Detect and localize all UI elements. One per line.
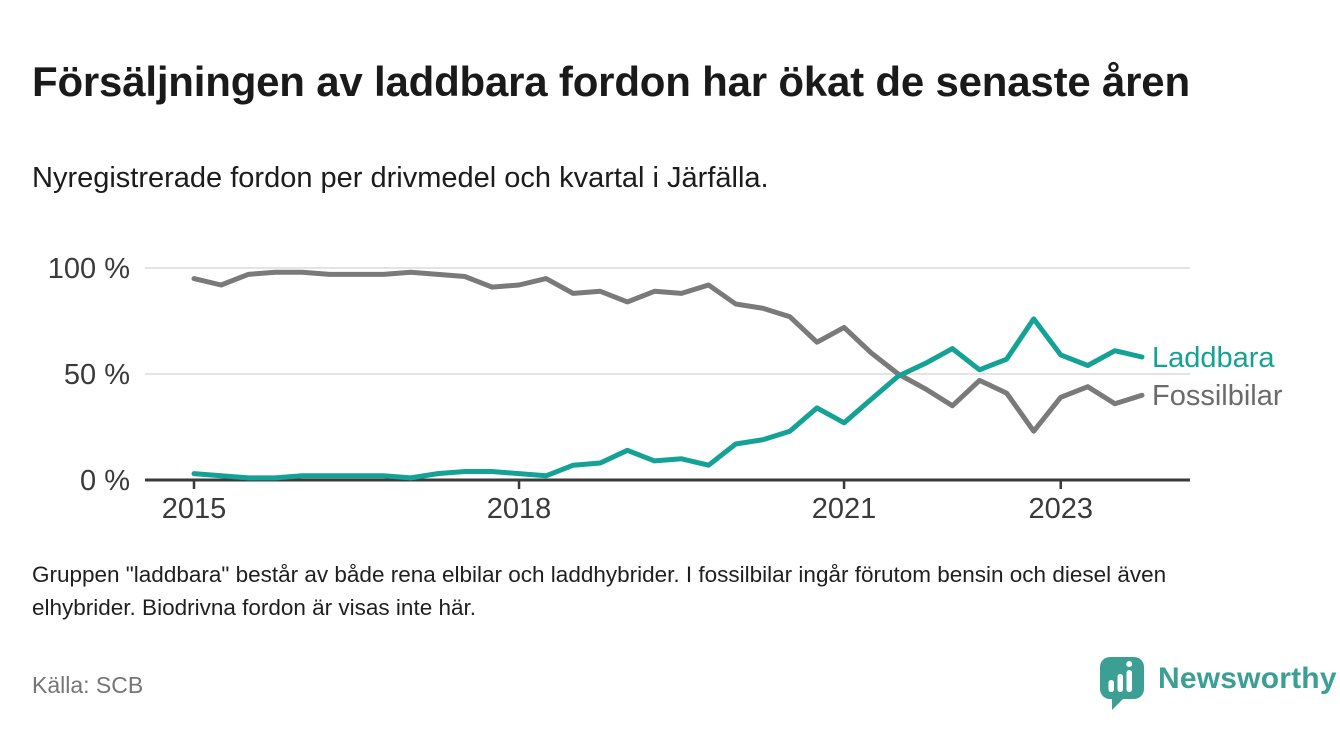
y-tick-label-100: 100 %	[48, 253, 130, 285]
footnote-line-1: Gruppen "laddbara" består av både rena e…	[32, 562, 1167, 587]
newsworthy-chart-bubble-icon	[1100, 657, 1144, 710]
chart-subtitle: Nyregistrerade fordon per drivmedel och …	[32, 162, 769, 194]
series-line-fossilbilar	[191, 269, 1145, 434]
x-tick-label-2021: 2021	[812, 493, 877, 525]
y-tick-label-0: 0 %	[80, 465, 130, 497]
source-label: Källa: SCB	[32, 672, 144, 698]
series-end-label-laddbara: Laddbara	[1152, 342, 1275, 374]
x-tick-label-2015: 2015	[162, 493, 227, 525]
footnote-line-2: elhybrider. Biodrivna fordon är visas in…	[32, 594, 476, 620]
footnote: Gruppen "laddbara" består av både rena e…	[32, 559, 1302, 624]
y-tick-label-50: 50 %	[64, 359, 130, 391]
bar-medium	[1117, 674, 1123, 692]
line-chart: 100 % 50 % 0 % 2015 2018 2021 2023 Laddbara Foss…	[48, 253, 1283, 525]
bar-tall-exclamation	[1126, 670, 1132, 692]
newsworthy-logo-text: Newsworthy	[1158, 662, 1337, 695]
exclamation-dot	[1126, 661, 1133, 667]
x-tick-label-2018: 2018	[487, 493, 552, 525]
bar-short	[1108, 680, 1114, 692]
x-tick-label-2023: 2023	[1028, 493, 1093, 525]
page-title: Försäljningen av laddbara fordon har öka…	[32, 58, 1190, 106]
newsworthy-logo: Newsworthy	[1098, 655, 1337, 713]
series-line-laddbara	[191, 316, 1145, 481]
series-end-label-fossilbilar: Fossilbilar	[1152, 380, 1283, 412]
